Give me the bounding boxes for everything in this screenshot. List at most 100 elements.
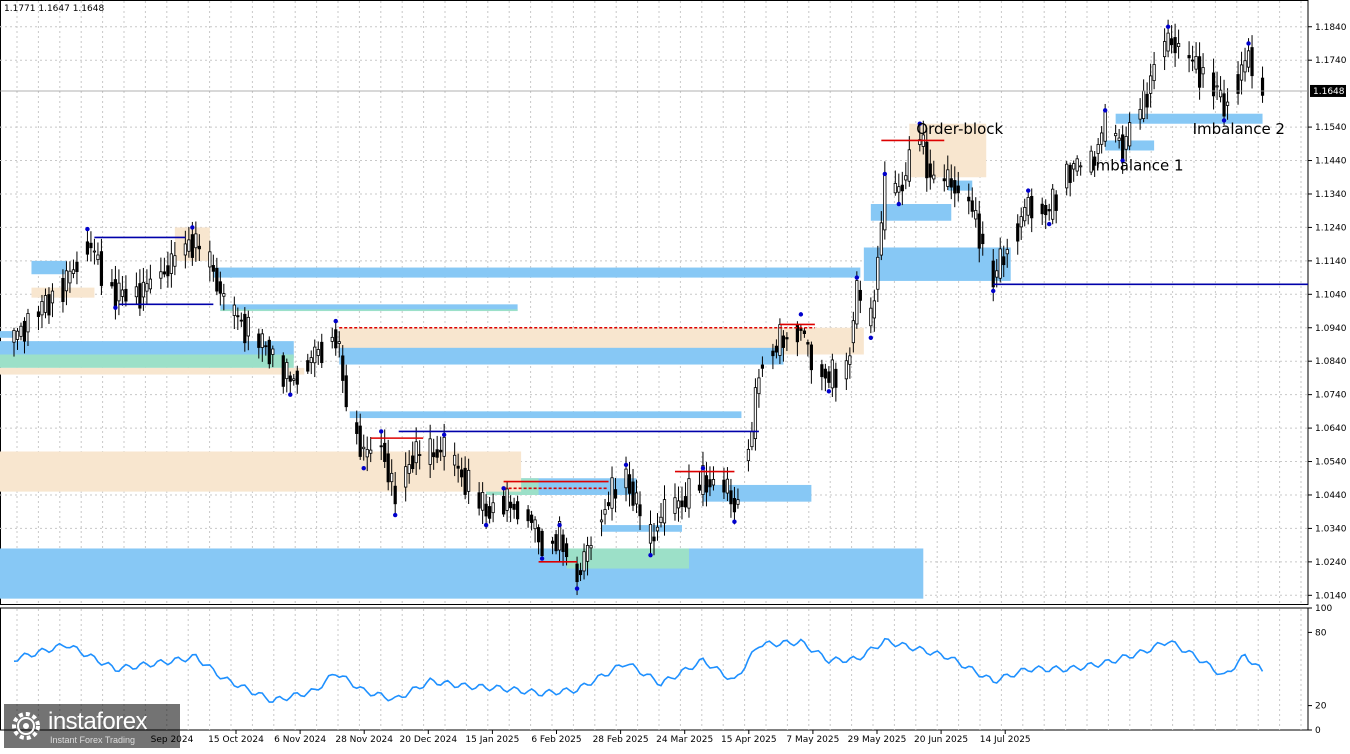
candle-body <box>746 448 751 462</box>
candle-body <box>533 519 537 530</box>
candle <box>918 125 922 152</box>
candle <box>872 289 876 332</box>
candle-body <box>750 431 754 448</box>
candle <box>502 488 506 517</box>
candle-body <box>631 481 635 506</box>
candle-body <box>243 313 247 344</box>
candle-body <box>851 320 855 344</box>
candle <box>187 226 191 258</box>
candle <box>1051 184 1055 225</box>
candle <box>1170 25 1174 54</box>
x-tick-label: 20 Dec 2024 <box>400 735 458 745</box>
candle-body <box>1124 136 1128 150</box>
candle-body <box>362 446 366 450</box>
candle <box>585 536 590 576</box>
candle-body <box>1114 133 1118 137</box>
candle <box>900 171 904 206</box>
candle <box>243 307 247 352</box>
candle-body <box>872 300 876 319</box>
x-tick-label: 15 Apr 2025 <box>721 735 777 745</box>
candle-body <box>428 438 432 465</box>
candle <box>809 341 813 384</box>
y-tick-label: 1.0740 <box>1315 391 1347 401</box>
candle-body <box>15 330 20 340</box>
fractal-up-marker <box>1026 188 1031 193</box>
candle-body <box>1260 77 1265 96</box>
candle-body <box>148 278 152 290</box>
candle <box>407 450 411 484</box>
candle-body <box>883 173 887 231</box>
candle-body <box>1211 72 1216 97</box>
candle <box>529 510 534 531</box>
candle <box>383 429 387 468</box>
candle-body <box>162 271 166 275</box>
candle <box>659 503 663 528</box>
candle-body <box>453 454 457 466</box>
candle-body <box>439 449 443 453</box>
candle-body <box>1075 158 1079 172</box>
candle-body <box>99 251 104 286</box>
candle-body <box>781 335 786 348</box>
candle-body <box>599 519 604 523</box>
candle-body <box>904 175 908 181</box>
candle-body <box>1239 64 1244 81</box>
candle <box>295 365 299 394</box>
candle <box>564 537 569 566</box>
candle-body <box>1096 144 1100 154</box>
candle-body <box>1068 164 1072 183</box>
x-tick-label: 7 May 2025 <box>786 735 839 745</box>
candle <box>603 498 607 525</box>
candle-body <box>1236 74 1240 94</box>
candle-body <box>659 516 663 524</box>
zone-green <box>220 309 518 312</box>
candle <box>19 322 23 341</box>
fractal-up-marker <box>85 226 90 232</box>
candle <box>99 238 104 295</box>
candle <box>414 427 418 476</box>
x-tick-label: 28 Feb 2025 <box>593 735 649 745</box>
candle-body <box>1170 38 1174 46</box>
candle-body <box>334 329 338 349</box>
fractal-up-marker <box>798 312 804 317</box>
zone-tan <box>0 367 305 375</box>
candle <box>390 459 394 496</box>
zone-blue <box>601 525 682 532</box>
candle <box>932 160 936 184</box>
candle-body <box>481 492 485 511</box>
candle <box>907 136 911 187</box>
candle-body <box>320 341 324 364</box>
candle-body <box>197 245 201 250</box>
fractal-down-marker <box>648 552 653 558</box>
candle <box>855 271 859 329</box>
candle <box>1005 238 1009 268</box>
candle <box>222 283 226 311</box>
candle <box>974 197 978 228</box>
candle-body <box>687 478 691 509</box>
candle-body <box>460 469 464 478</box>
candle-body <box>43 295 48 313</box>
candle-body <box>820 364 824 378</box>
fractal-up-marker <box>623 462 629 468</box>
candle-body <box>22 320 27 342</box>
candle-body <box>725 478 730 494</box>
candle <box>22 317 27 354</box>
candle <box>411 441 415 473</box>
candle <box>481 482 485 524</box>
candle-body <box>589 545 593 549</box>
candle <box>1016 214 1020 255</box>
candle-body <box>1225 101 1230 106</box>
candle <box>1128 112 1132 151</box>
candle-body <box>295 370 299 385</box>
candle <box>977 200 981 263</box>
x-tick-label: 20 Jun 2025 <box>914 735 968 745</box>
fractal-down-marker <box>1221 118 1227 123</box>
candle <box>995 259 999 288</box>
candle-body <box>557 521 562 551</box>
candle <box>1093 150 1097 177</box>
candle <box>386 439 390 491</box>
candle <box>729 478 733 518</box>
candle <box>306 353 310 374</box>
candle-body <box>823 368 827 379</box>
candle-body <box>50 290 55 304</box>
